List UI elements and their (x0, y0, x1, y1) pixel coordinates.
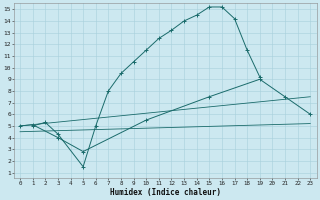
X-axis label: Humidex (Indice chaleur): Humidex (Indice chaleur) (110, 188, 220, 197)
